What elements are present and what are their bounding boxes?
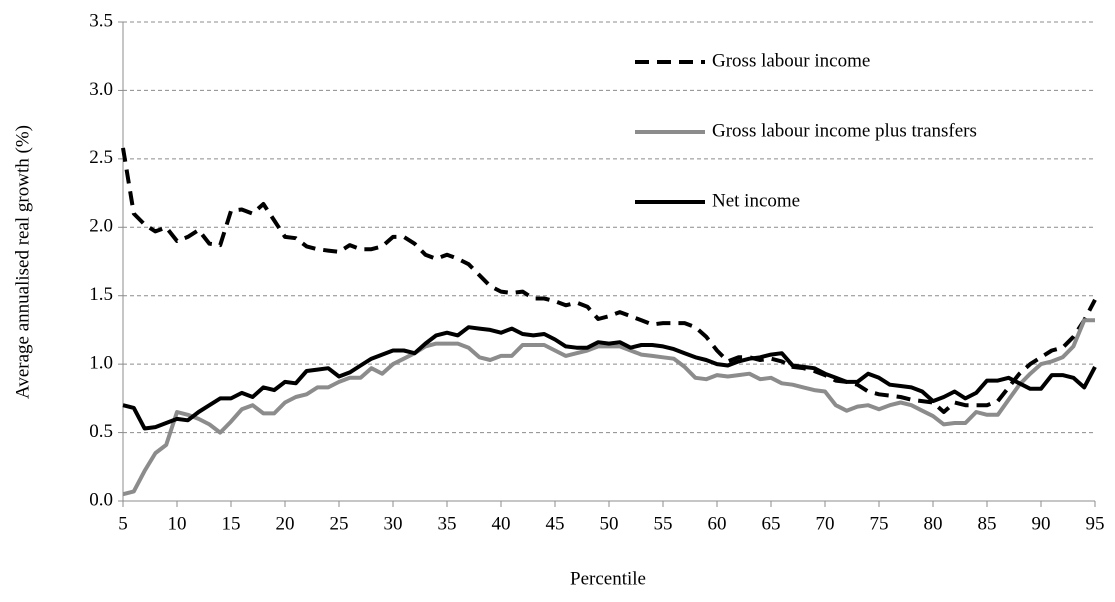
legend-label: Gross labour income plus transfers xyxy=(712,120,977,141)
x-tick-label: 70 xyxy=(816,513,835,534)
y-tick-label: 2.5 xyxy=(89,147,113,168)
y-tick-label: 1.5 xyxy=(89,284,113,305)
x-tick-label: 80 xyxy=(924,513,943,534)
y-axis-label: Average annualised real growth (%) xyxy=(12,125,33,399)
y-tick-label: 0.5 xyxy=(89,421,113,442)
line-series xyxy=(122,318,1095,497)
x-tick-label: 10 xyxy=(168,513,187,534)
y-tick-label: 3.0 xyxy=(89,79,113,100)
x-tick-label: 85 xyxy=(978,513,997,534)
x-tick-label: 45 xyxy=(546,513,565,534)
y-tick-label: 2.0 xyxy=(89,216,113,237)
x-tick-label: 55 xyxy=(654,513,673,534)
legend-label: Gross labour income xyxy=(712,50,870,71)
y-tick-label: 3.5 xyxy=(89,10,113,31)
x-tick-label: 20 xyxy=(276,513,295,534)
x-tick-label: 75 xyxy=(870,513,889,534)
x-tick-label: 50 xyxy=(600,513,619,534)
x-tick-label: 5 xyxy=(118,513,128,534)
x-tick-label: 35 xyxy=(438,513,457,534)
x-tick-label: 15 xyxy=(222,513,241,534)
x-tick-label: 30 xyxy=(384,513,403,534)
line-series xyxy=(122,325,1097,431)
x-tick-label: 25 xyxy=(330,513,349,534)
x-axis-label: Percentile xyxy=(570,568,646,589)
y-tick-label: 1.0 xyxy=(89,353,113,374)
legend-label: Net income xyxy=(712,190,800,211)
x-tick-label: 60 xyxy=(708,513,727,534)
x-tick-label: 90 xyxy=(1032,513,1051,534)
line-series xyxy=(121,147,1097,414)
x-tick-label: 95 xyxy=(1086,513,1105,534)
y-tick-label: 0.0 xyxy=(89,489,113,510)
x-tick-label: 65 xyxy=(762,513,781,534)
x-tick-label: 40 xyxy=(492,513,511,534)
